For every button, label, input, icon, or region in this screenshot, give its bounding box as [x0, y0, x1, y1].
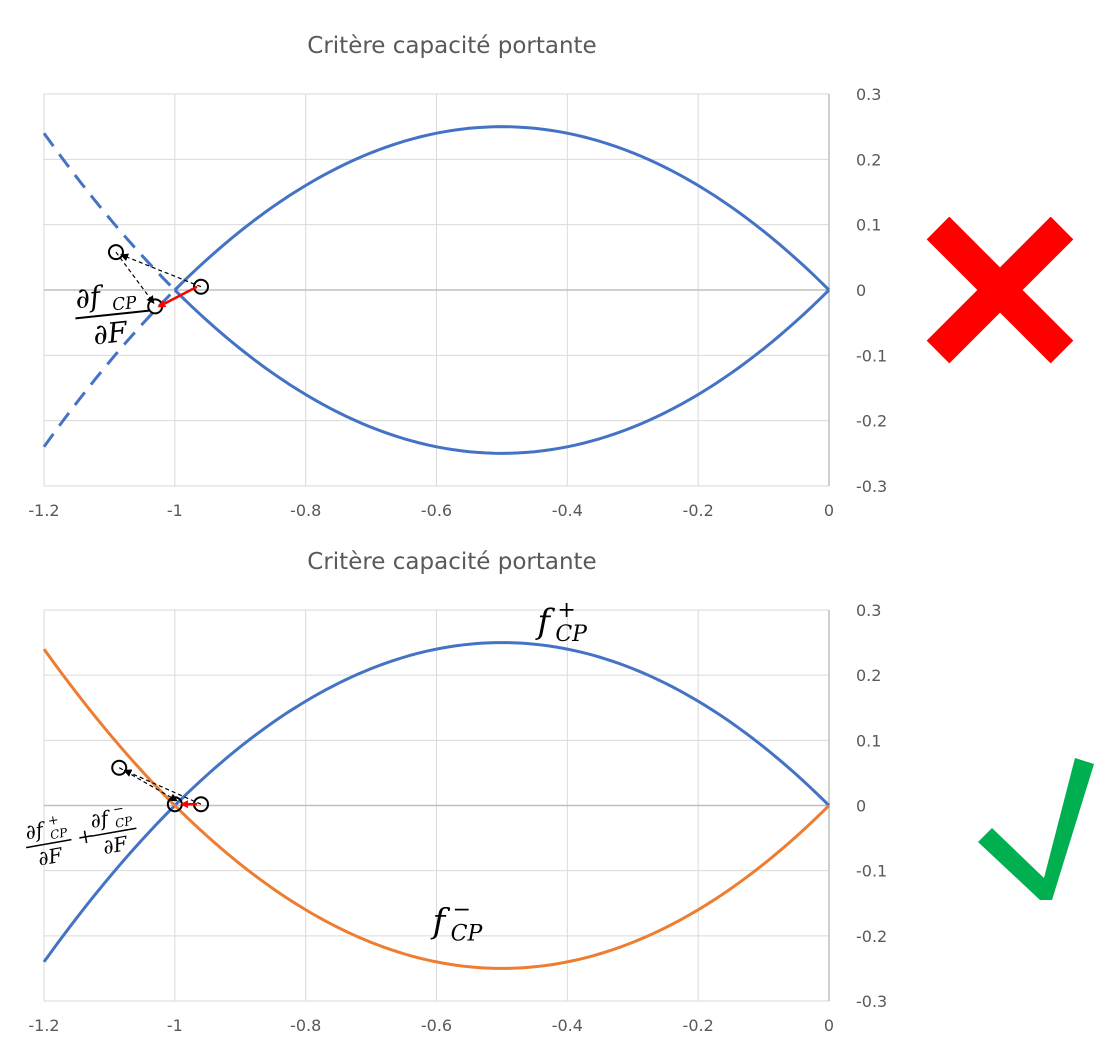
projection-line [120, 253, 202, 288]
series-labels: f +CPf −CP [430, 598, 588, 947]
point-marker [107, 244, 124, 261]
point-marker [111, 759, 128, 776]
tick-labels: -1.2 -1 -0.8 -0.6 -0.4 -0.2 0 0.3 0.2 0.1 0 -0.1 -0.… [28, 85, 887, 520]
projection-line [115, 251, 155, 304]
projection-line [123, 769, 202, 805]
fraction-numerator: ∂f [23, 817, 48, 844]
gradient-annotation: ∂f CP∂F [74, 244, 209, 352]
gradient-arrow [157, 285, 198, 308]
series-label-sup: − [453, 898, 471, 923]
fraction-denominator: ∂F [101, 831, 130, 859]
x-tick-label: -1.2 [28, 501, 59, 520]
series-label-sub: CP [451, 922, 484, 947]
y-tick-label: -0.1 [856, 346, 887, 365]
x-tick-label: -0.2 [683, 501, 714, 520]
fraction-numerator-sub: CP [111, 293, 138, 316]
chart-title: Critère capacité portante [307, 549, 596, 575]
fraction-denominator: ∂F [36, 842, 65, 870]
y-tick-label: 0.3 [856, 85, 881, 104]
x-tick-label: -0.2 [683, 1016, 714, 1035]
y-tick-label: -0.2 [856, 927, 887, 946]
chart-top: Critère capacité portante ∂f CP∂F -1.2 -1-… [28, 33, 887, 520]
series-group [42, 641, 831, 970]
fraction-sup: − [112, 801, 125, 818]
x-tick-label: -1 [167, 501, 183, 520]
y-tick-label: -0.2 [856, 412, 887, 431]
fraction-sub: CP [114, 814, 134, 831]
x-tick-label: -0.8 [290, 501, 321, 520]
x-tick-label: -0.8 [290, 1016, 321, 1035]
projection-line [118, 767, 178, 802]
chart-bottom: Critère capacité portante ∂f +CP∂F+∂f −CP∂… [23, 549, 887, 1035]
plus-sign: + [75, 823, 96, 850]
series-group [42, 125, 831, 455]
x-tick-label: -0.4 [552, 501, 583, 520]
y-tick-label: 0.2 [856, 666, 881, 685]
x-tick-label: -1 [167, 1016, 183, 1035]
gradient-sum-label: ∂f +CP∂F+∂f −CP∂F [23, 801, 137, 871]
y-tick-label: 0 [856, 281, 866, 300]
gradient-fraction-label: ∂f CP∂F [74, 279, 150, 352]
gradient-annotation: ∂f +CP∂F+∂f −CP∂F [23, 759, 209, 871]
series-line [173, 125, 831, 292]
cross-mark-icon [926, 216, 1074, 364]
series-line [173, 288, 831, 455]
x-tick-label: -0.4 [552, 1016, 583, 1035]
fraction-sub: CP [49, 825, 69, 842]
fraction-bar [75, 309, 150, 320]
tick-labels: -1.2 -1 -0.8 -0.6 -0.4 -0.2 0 0.3 0.2 0.1 0 -0.1 -0.… [28, 601, 887, 1035]
x-tick-label: 0 [824, 1016, 834, 1035]
series-line [42, 132, 176, 292]
series-label-f-plus: f +CP [534, 598, 588, 647]
fraction-denominator: ∂F [92, 315, 131, 352]
series-label-base: f [534, 602, 555, 642]
series-line [42, 648, 831, 970]
y-tick-label: 0.1 [856, 216, 881, 235]
chart-title: Critère capacité portante [307, 33, 596, 59]
y-tick-label: -0.3 [856, 992, 887, 1011]
series-label-f-minus: f −CP [430, 898, 484, 947]
fraction-numerator: ∂f [74, 279, 107, 315]
y-tick-label: 0 [856, 797, 866, 816]
fraction-bar [90, 827, 137, 837]
series-label-sub: CP [555, 622, 588, 647]
x-tick-label: -0.6 [421, 1016, 452, 1035]
y-tick-label: -0.1 [856, 862, 887, 881]
y-tick-label: 0.3 [856, 601, 881, 620]
y-tick-label: -0.3 [856, 477, 887, 496]
series-label-sup: + [557, 598, 575, 623]
x-tick-label: -1.2 [28, 1016, 59, 1035]
y-tick-label: 0.1 [856, 731, 881, 750]
point-marker [193, 278, 209, 295]
series-line [42, 288, 176, 448]
y-tick-label: 0.2 [856, 150, 881, 169]
x-tick-label: -0.6 [421, 501, 452, 520]
x-tick-label: 0 [824, 501, 834, 520]
fraction-bar [25, 838, 72, 849]
fraction-numerator: ∂f [88, 806, 113, 833]
fraction-sup: + [47, 813, 60, 830]
check-mark-icon [978, 758, 1094, 900]
